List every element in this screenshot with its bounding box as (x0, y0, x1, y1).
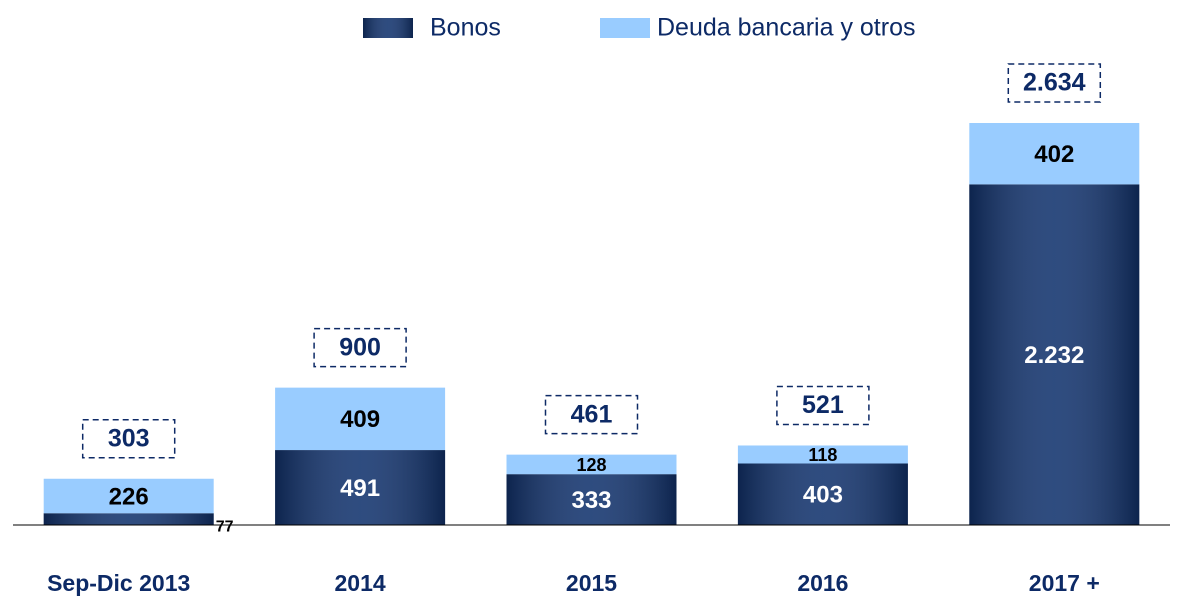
bar-segment (506, 454, 677, 475)
value-label: 118 (808, 445, 837, 465)
value-label: 77 (216, 518, 234, 535)
bar-segment (737, 445, 908, 464)
legend-swatch (600, 18, 650, 38)
bar-segment (969, 123, 1140, 185)
total-box (776, 385, 870, 426)
x-tick-label: 2014 (335, 570, 386, 596)
x-tick-label: 2016 (797, 570, 848, 596)
total-label: 2.634 (1023, 69, 1086, 97)
total-box (1007, 63, 1102, 103)
x-tick-label: 2017 + (1029, 570, 1100, 596)
bar-shade (275, 450, 446, 525)
bar-shade (737, 463, 908, 525)
value-label: 226 (109, 483, 149, 510)
value-label: 403 (803, 482, 843, 509)
total-label: 461 (571, 400, 613, 428)
total-box (81, 419, 176, 459)
bar-shade (506, 474, 677, 525)
value-label: 2.232 (1024, 342, 1084, 369)
bar-shade (43, 513, 214, 525)
value-label: 128 (576, 455, 606, 475)
total-box (544, 394, 639, 435)
value-label: 409 (340, 406, 380, 433)
x-tick-label: Sep-Dic 2013 (47, 570, 190, 596)
x-tick-label: 2015 (566, 570, 617, 596)
value-label: 333 (571, 487, 611, 514)
value-label: 491 (340, 475, 380, 502)
legend-label: Deuda bancaria y otros (657, 14, 915, 42)
legend-shade (363, 18, 413, 38)
total-label: 303 (108, 424, 150, 452)
bar-shade (969, 184, 1140, 525)
bar-segment (43, 478, 214, 514)
legend-label: Bonos (430, 14, 501, 42)
bar-segment (275, 387, 446, 451)
value-label: 402 (1034, 141, 1074, 168)
total-label: 900 (339, 333, 381, 361)
total-label: 521 (802, 391, 844, 419)
total-box (313, 327, 407, 368)
